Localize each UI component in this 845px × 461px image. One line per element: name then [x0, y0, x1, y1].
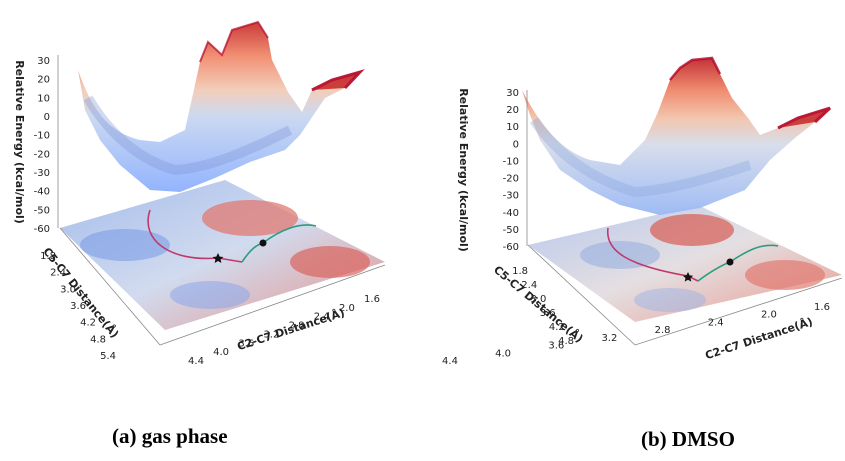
z-tick-label: 30 — [37, 56, 50, 67]
contour-blue-region — [170, 281, 250, 309]
contour-floor — [528, 205, 842, 322]
z-tick-label: -20 — [503, 174, 519, 185]
x-tick-labels: 4.4 4.0 3.6 3.2 2.8 2.4 2.0 1.6 — [442, 302, 830, 367]
contour-red-region — [290, 246, 370, 278]
dot-marker — [259, 239, 267, 247]
energy-surface-ridge — [669, 56, 722, 81]
x-tick-label: 2.4 — [708, 317, 724, 328]
reaction-path-segment-1 — [606, 227, 699, 282]
energy-surface — [78, 22, 360, 192]
x-tick-label: 2.8 — [289, 321, 305, 332]
y-axis-line — [527, 244, 636, 346]
z-tick-labels: 30 20 10 0 -10 -20 -30 -40 -50 -60 — [34, 56, 50, 235]
x-tick-label: 4.4 — [188, 356, 204, 367]
y-tick-label: 1.8 — [40, 251, 56, 262]
y-tick-labels: 1.8 2.4 3.0 3.6 4.2 4.8 — [512, 266, 574, 347]
reaction-path-segment-1 — [147, 209, 243, 263]
x-tick-label: 3.2 — [263, 329, 279, 340]
contour-blue-region — [80, 229, 170, 261]
chart-a-svg: 30 20 10 0 -10 -20 -30 -40 -50 -60 Relative Energ… — [13, 20, 386, 367]
contour-blue-region — [634, 288, 706, 312]
z-axis-label: Relative Energy (kcal/mol) — [13, 60, 26, 224]
contour-floor — [60, 180, 385, 330]
z-tick-label: 20 — [37, 75, 50, 86]
z-tick-label: 10 — [37, 93, 50, 104]
x-tick-label: 4.0 — [213, 347, 229, 358]
z-tick-label: -20 — [34, 149, 50, 160]
z-tick-label: 0 — [513, 139, 519, 150]
x-tick-label: 3.2 — [601, 333, 617, 344]
y-tick-label: 2.4 — [50, 268, 66, 279]
chart-b-svg: 30 20 10 0 -10 -20 -30 -40 -50 -60 Relative Energ… — [442, 56, 843, 367]
z-tick-label: 20 — [506, 105, 519, 116]
x-axis-label: C2-C7 Distance(Å) — [235, 306, 346, 353]
x-tick-label: 2.0 — [761, 310, 777, 321]
y-tick-label: 4.2 — [80, 318, 96, 329]
z-tick-label: -40 — [34, 187, 50, 198]
caption-dmso: (b) DMSO — [641, 427, 735, 451]
contour-red-region — [745, 260, 825, 290]
z-tick-label: -50 — [503, 225, 519, 236]
x-axis-line — [159, 264, 386, 346]
z-tick-label: -60 — [503, 242, 519, 253]
z-tick-label: -50 — [34, 205, 50, 216]
energy-surface-ridge — [777, 106, 832, 130]
z-tick-label: -30 — [503, 191, 519, 202]
y-tick-label: 5.4 — [100, 351, 116, 362]
y-tick-labels: 1.8 2.4 3.0 3.6 4.2 4.8 5.4 — [40, 251, 116, 362]
z-tick-label: 0 — [44, 112, 50, 123]
z-tick-label: -10 — [34, 131, 50, 142]
x-tick-label: 2.0 — [339, 303, 355, 314]
x-tick-label: 1.6 — [814, 302, 830, 313]
x-tick-label: 4.4 — [442, 356, 458, 367]
z-tick-label: -40 — [503, 208, 519, 219]
star-marker — [682, 272, 694, 282]
z-tick-labels: 30 20 10 0 -10 -20 -30 -40 -50 -60 — [503, 88, 519, 253]
z-tick-label: -30 — [34, 168, 50, 179]
y-tick-label: 3.0 — [60, 284, 76, 295]
y-tick-label: 4.8 — [90, 334, 106, 345]
y-tick-label: 3.0 — [530, 294, 546, 305]
z-tick-label: -10 — [503, 156, 519, 167]
y-tick-label: 4.8 — [558, 336, 574, 347]
energy-surface-shading — [83, 95, 293, 176]
energy-surface-ridge — [311, 69, 365, 92]
caption-gas-phase: (a) gas phase — [112, 424, 228, 448]
energy-surface-shading — [529, 117, 752, 198]
y-tick-label: 2.4 — [521, 280, 537, 291]
z-tick-label: 10 — [506, 122, 519, 133]
x-tick-label: 3.6 — [548, 341, 564, 352]
y-tick-label: 3.6 — [70, 301, 86, 312]
contour-red-region — [202, 200, 298, 236]
x-tick-label: 4.0 — [495, 348, 511, 359]
x-tick-label: 2.4 — [314, 312, 330, 323]
y-tick-label: 3.6 — [540, 308, 556, 319]
chart-gas-phase: 30 20 10 0 -10 -20 -30 -40 -50 -60 Relative Energ… — [0, 0, 420, 461]
y-tick-label: 1.8 — [512, 266, 528, 277]
contour-blue-region — [580, 241, 660, 269]
z-tick-label: 30 — [506, 88, 519, 99]
y-axis-line — [59, 227, 161, 346]
x-tick-labels: 4.4 4.0 3.6 3.2 2.8 2.4 2.0 1.6 — [188, 294, 380, 367]
energy-surface — [522, 58, 830, 215]
z-axis-label: Relative Energy (kcal/mol) — [457, 88, 470, 252]
contour-red-region — [650, 214, 734, 246]
x-tick-label: 2.8 — [655, 325, 671, 336]
energy-surface-ridge — [199, 20, 269, 63]
x-tick-label: 1.6 — [364, 294, 380, 305]
x-axis-line — [634, 277, 843, 346]
x-tick-label: 3.6 — [238, 338, 254, 349]
z-tick-label: -60 — [34, 224, 50, 235]
y-tick-label: 4.2 — [549, 322, 565, 333]
chart-dmso: 30 20 10 0 -10 -20 -30 -40 -50 -60 Relative Energ… — [430, 0, 845, 461]
dot-marker — [726, 258, 734, 266]
star-marker — [212, 253, 224, 263]
